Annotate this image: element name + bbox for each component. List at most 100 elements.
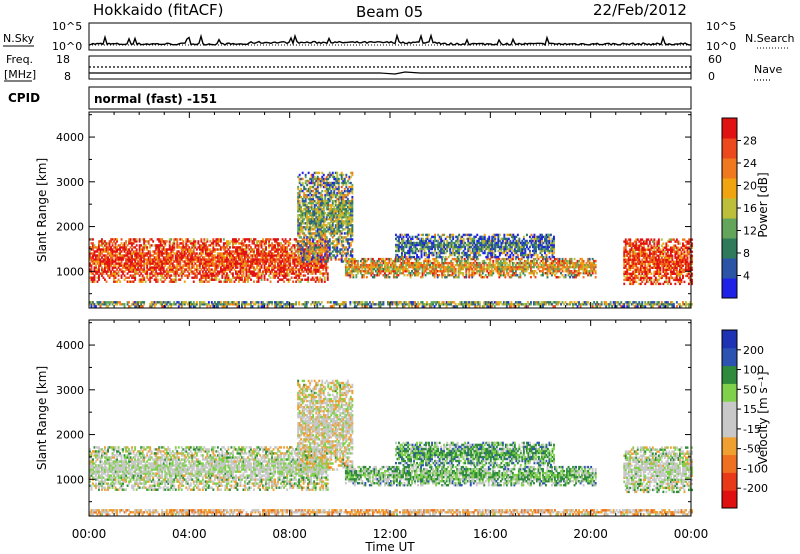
- heatmap-cell: [287, 252, 290, 255]
- heatmap-cell: [119, 264, 122, 267]
- heatmap-cell: [197, 254, 200, 257]
- heatmap-cell: [200, 258, 203, 261]
- heatmap-cell: [168, 276, 171, 279]
- heatmap-cell: [218, 254, 221, 257]
- heatmap-cell: [203, 248, 206, 251]
- heatmap-cell: [140, 266, 143, 269]
- heatmap-cell: [189, 242, 192, 245]
- cpid-label: CPID: [8, 91, 40, 105]
- heatmap-cell: [221, 254, 224, 257]
- heatmap-cell: [123, 264, 126, 267]
- heatmap-cell: [164, 274, 167, 277]
- heatmap-cell: [156, 244, 159, 247]
- heatmap-cell: [102, 272, 105, 275]
- heatmap-cell: [204, 266, 207, 269]
- heatmap-cell: [92, 254, 94, 257]
- heatmap-cell: [263, 252, 266, 255]
- heatmap-cell: [191, 272, 194, 275]
- nsky-tick-top: 10^5: [52, 20, 82, 33]
- heatmap-cell: [201, 250, 204, 253]
- heatmap-cell: [173, 272, 176, 275]
- heatmap-cell: [207, 252, 210, 255]
- heatmap-cell: [146, 258, 149, 261]
- heatmap-cell: [230, 254, 233, 257]
- heatmap-cell: [119, 248, 122, 251]
- heatmap-cell: [108, 246, 111, 249]
- heatmap-cell: [259, 266, 262, 269]
- heatmap-cell: [102, 260, 105, 263]
- heatmap-cell: [235, 260, 237, 263]
- heatmap-cell: [192, 250, 195, 253]
- heatmap-cell: [286, 272, 289, 275]
- heatmap-cell: [207, 244, 210, 247]
- heatmap-cell: [263, 260, 266, 263]
- heatmap-cell: [221, 270, 224, 273]
- heatmap-cell: [146, 270, 149, 273]
- heatmap-cell: [108, 262, 111, 265]
- heatmap-cell: [257, 270, 260, 273]
- heatmap-cell: [224, 242, 227, 245]
- heatmap-cell: [281, 258, 284, 261]
- heatmap-cell: [182, 256, 185, 259]
- heatmap-cell: [164, 270, 167, 273]
- heatmap-cell: [289, 242, 292, 245]
- heatmap-cell: [222, 254, 225, 257]
- heatmap-cell: [155, 266, 158, 269]
- heatmap-cell: [122, 256, 125, 259]
- heatmap-cell: [242, 244, 245, 247]
- heatmap-cell: [346, 248, 349, 251]
- heatmap-cell: [284, 262, 287, 265]
- heatmap-cell: [206, 238, 209, 241]
- heatmap-cell: [125, 264, 128, 267]
- heatmap-cell: [90, 276, 93, 279]
- heatmap-cell: [197, 264, 200, 267]
- heatmap-cell: [365, 276, 368, 279]
- heatmap-cell: [269, 258, 272, 261]
- heatmap-cell: [278, 248, 281, 251]
- heatmap-cell: [201, 276, 204, 279]
- heatmap-cell: [132, 252, 135, 255]
- heatmap-cell: [152, 266, 155, 269]
- heatmap-cell: [266, 256, 269, 259]
- heatmap-cell: [226, 278, 228, 281]
- heatmap-cell: [140, 248, 143, 251]
- heatmap-cell: [229, 250, 231, 253]
- heatmap-cell: [177, 244, 180, 247]
- heatmap-cell: [301, 177, 304, 181]
- heatmap-cell: [186, 258, 189, 261]
- heatmap-cell: [295, 238, 298, 241]
- heatmap-cell: [269, 238, 272, 241]
- heatmap-cell: [351, 189, 354, 193]
- heatmap-cell: [265, 270, 268, 273]
- heatmap-cell: [131, 280, 134, 283]
- heatmap-cell: [293, 248, 296, 251]
- heatmap-cell: [221, 274, 224, 277]
- heatmap-cell: [266, 252, 269, 255]
- heatmap-cell: [149, 280, 152, 283]
- heatmap-cell: [134, 252, 137, 255]
- heatmap-cell: [176, 270, 179, 273]
- heatmap-cell: [195, 274, 198, 277]
- heatmap-cell: [221, 252, 224, 255]
- heatmap-cell: [259, 268, 262, 271]
- heatmap-cell: [224, 266, 227, 269]
- heatmap-cell: [275, 238, 278, 241]
- heatmap-cell: [107, 264, 110, 267]
- heatmap-cell: [98, 248, 100, 251]
- heatmap-cell: [120, 256, 123, 259]
- heatmap-cell: [260, 246, 263, 249]
- heatmap-cell: [185, 248, 188, 251]
- heatmap-cell: [168, 280, 171, 283]
- heatmap-cell: [206, 250, 209, 253]
- heatmap-cell: [259, 244, 262, 247]
- heatmap-cell: [257, 244, 260, 247]
- heatmap-cell: [194, 240, 197, 243]
- heatmap-cell: [213, 278, 216, 281]
- heatmap-cell: [219, 248, 222, 251]
- heatmap-cell: [132, 280, 135, 283]
- heatmap-cell: [183, 274, 186, 277]
- heatmap-cell: [135, 258, 138, 261]
- heatmap-cell: [198, 262, 201, 265]
- heatmap-cell: [235, 262, 237, 265]
- heatmap-cell: [132, 276, 135, 279]
